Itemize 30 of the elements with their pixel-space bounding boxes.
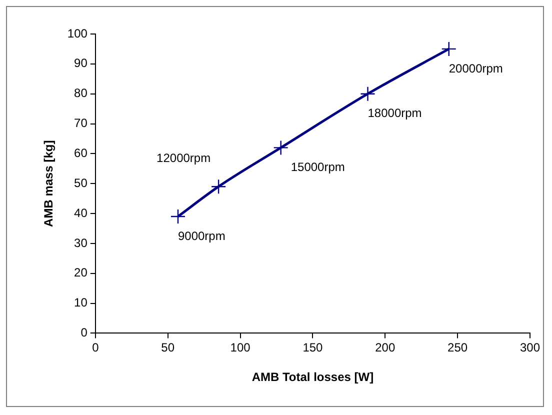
x-tick-label: 300 [520,340,540,355]
y-axis-title: AMB mass [kg] [42,140,56,227]
x-tick-label: 50 [161,340,175,355]
point [273,140,288,156]
x-tick-label: 100 [230,340,251,355]
y-tick-label: 60 [74,146,88,160]
y-tick-label: 20 [74,266,88,280]
y-tick-label: 50 [74,176,88,190]
y-tick-label: 80 [74,86,88,100]
y-tick-label: 70 [74,116,88,130]
y-tick-label: 100 [67,26,88,40]
x-axis-title: AMB Total losses [W] [252,370,374,384]
y-tick-label: 30 [74,236,88,250]
y-tick-label: 0 [80,326,88,340]
annotation: 12000rpm [156,150,211,165]
y-tick-label: 90 [74,56,88,70]
point [210,178,226,194]
x-tick-label: 250 [448,340,468,355]
point [360,86,376,102]
y-tick-label: 10 [74,296,88,310]
annotation: 9000rpm [178,228,226,243]
annotation: 20000rpm [448,61,503,76]
point [441,41,456,57]
x-tick-label: 0 [92,340,100,355]
annotation: 15000rpm [290,160,345,174]
y-tick-label: 40 [74,206,88,220]
point [170,208,186,224]
x-tick-label: 200 [375,340,396,355]
x-tick-label: 150 [302,340,324,355]
annotation: 18000rpm [368,106,422,120]
